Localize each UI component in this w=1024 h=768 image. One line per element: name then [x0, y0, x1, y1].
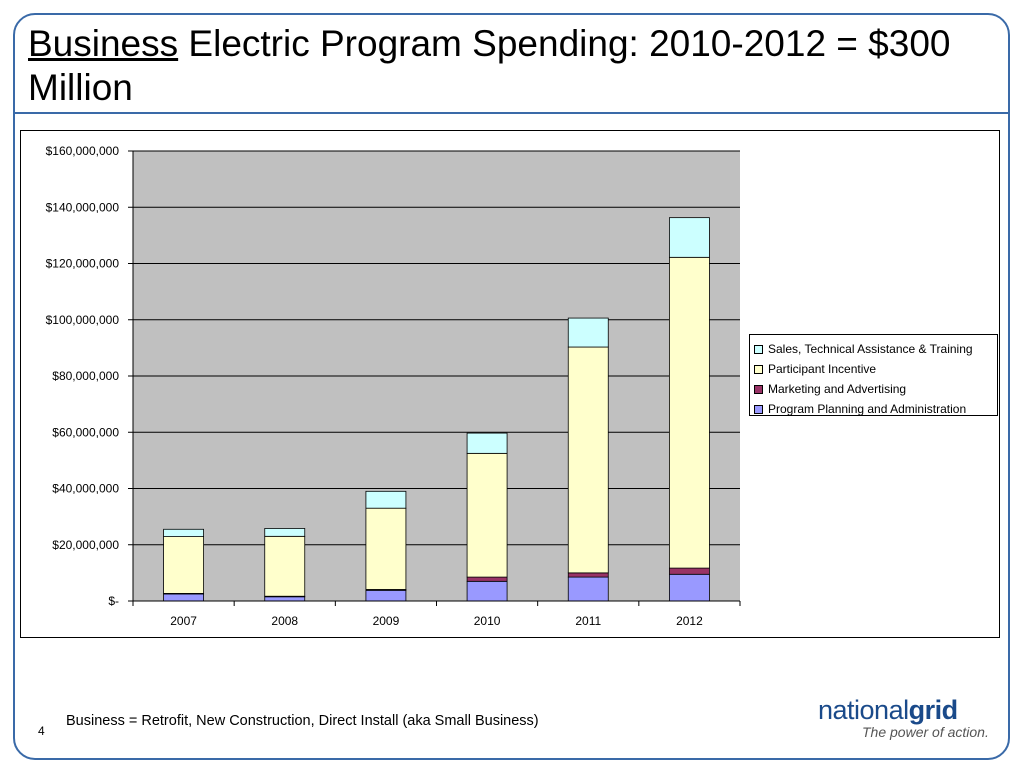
chart-legend: Sales, Technical Assistance & Training Pa… [749, 334, 998, 416]
bar-segment [567, 572, 609, 578]
slide-frame [13, 13, 1010, 760]
bar-segment [567, 317, 609, 348]
bar-segment [163, 593, 204, 602]
bar-segment [669, 567, 710, 575]
y-tick-label: $60,000,000 [52, 425, 119, 439]
logo-tagline: The power of action. [862, 724, 989, 740]
x-tick-label: 2012 [676, 614, 703, 628]
bar-segment [264, 596, 306, 602]
logo-brand-bold: grid [908, 695, 959, 725]
title-underlined-word: Business [28, 23, 179, 64]
x-tick-label: 2011 [575, 614, 601, 628]
bar-segment [466, 452, 508, 578]
bar-segment [264, 528, 306, 537]
legend-item: Program Planning and Administration [754, 399, 997, 419]
slide-title: Business Electric Program Spending: 2010… [28, 22, 988, 110]
bar-segment [264, 535, 306, 597]
bar-segment [669, 217, 710, 258]
x-tick-label: 2009 [373, 614, 400, 628]
page-number: 4 [38, 724, 45, 738]
legend-item: Participant Incentive [754, 359, 997, 379]
bar-segment [669, 256, 710, 569]
bar-segment [163, 536, 204, 594]
legend-label: Marketing and Advertising [768, 382, 907, 396]
bar-segment [669, 573, 710, 602]
y-tick-label: $20,000,000 [52, 538, 119, 552]
x-tick-label: 2010 [474, 614, 501, 628]
bar-segment [466, 580, 508, 602]
bar-segment [365, 490, 407, 509]
legend-label: Participant Incentive [768, 362, 877, 376]
legend-swatch [754, 364, 763, 374]
legend-label: Program Planning and Administration [768, 402, 967, 416]
legend-item: Sales, Technical Assistance & Training [754, 339, 997, 359]
legend-label: Sales, Technical Assistance & Training [768, 342, 973, 356]
x-tick-label: 2008 [271, 614, 298, 628]
y-tick-label: $80,000,000 [52, 369, 119, 383]
y-tick-label: $160,000,000 [46, 144, 120, 158]
y-tick-label: $100,000,000 [46, 313, 120, 327]
y-tick-label: $- [108, 594, 119, 608]
x-tick-label: 2007 [170, 614, 197, 628]
legend-swatch [754, 404, 763, 414]
y-tick-label: $40,000,000 [52, 482, 119, 496]
logo-brand-regular: national [818, 695, 909, 725]
stacked-bar-chart: $- $20,000,000 $40,000,000 $60,000,000 $80,0… [46, 144, 741, 628]
bar-segment [567, 576, 609, 602]
title-divider [14, 112, 1009, 114]
national-grid-logo: nationalgrid The power of action. [818, 694, 998, 744]
footnote: Business = Retrofit, New Construction, D… [66, 713, 539, 729]
y-tick-label: $120,000,000 [46, 257, 120, 271]
legend-item: Marketing and Advertising [754, 379, 997, 399]
logo-wordmark: nationalgrid [818, 694, 958, 726]
legend-swatch [754, 384, 763, 394]
y-tick-label: $140,000,000 [46, 200, 120, 214]
bar-segment [567, 346, 609, 574]
bar-segment [163, 528, 204, 537]
bar-segment [365, 589, 407, 602]
title-rest: Electric Program Spending: 2010-2012 = $… [28, 23, 951, 108]
bar-segment [466, 432, 508, 454]
legend-swatch [754, 344, 763, 354]
bar-segment [365, 507, 407, 590]
bar-segment [466, 576, 508, 582]
